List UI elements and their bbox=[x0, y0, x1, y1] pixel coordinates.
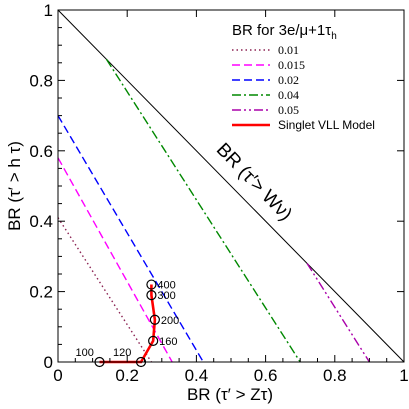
legend: BR for 3e/μ+1τh0.010.0150.020.040.05Sing… bbox=[232, 22, 375, 132]
x-tick-label: 0.6 bbox=[254, 366, 278, 385]
y-tick-label: 0.2 bbox=[29, 283, 53, 302]
axes: 0 0.2 0.4 0.6 0.8 1 0 0.2 0.4 0.6 0.8 1 bbox=[29, 1, 408, 385]
mass-point-label: 160 bbox=[159, 336, 177, 348]
legend-entry: 0.04 bbox=[278, 88, 299, 102]
legend-entry: 0.02 bbox=[278, 73, 299, 87]
legend-entry: 0.05 bbox=[278, 103, 299, 117]
mass-point-marker bbox=[146, 290, 157, 301]
x-tick-label: 0.2 bbox=[115, 366, 139, 385]
x-tick-label: 1 bbox=[399, 366, 408, 385]
legend-title: BR for 3e/μ+1τh bbox=[232, 22, 337, 42]
y-axis-title: BR (τ′ > h τ) bbox=[5, 141, 24, 231]
x-tick-label: 0.4 bbox=[185, 366, 209, 385]
series-line-2 bbox=[57, 115, 204, 363]
mass-point-marker bbox=[146, 279, 157, 290]
mass-point-label: 120 bbox=[113, 347, 131, 359]
series-line-4 bbox=[306, 263, 370, 363]
mass-point-marker bbox=[148, 335, 159, 346]
y-tick-label: 1 bbox=[44, 1, 53, 20]
legend-entry: Singlet VLL Model bbox=[278, 118, 375, 132]
x-tick-label: 0 bbox=[53, 366, 62, 385]
mass-point-label: 300 bbox=[157, 290, 175, 302]
series-line-0 bbox=[57, 217, 153, 363]
y-tick-label: 0 bbox=[44, 353, 53, 372]
x-tick-label: 0.8 bbox=[323, 366, 347, 385]
y-tick-label: 0.4 bbox=[29, 212, 53, 231]
diagonal-line bbox=[57, 9, 405, 363]
legend-title-subscript: h bbox=[331, 31, 337, 42]
legend-entry: 0.01 bbox=[278, 43, 299, 57]
x-axis-title: BR (τ′ > Zτ) bbox=[187, 385, 273, 404]
legend-entry: 0.015 bbox=[278, 58, 305, 72]
series-line-3 bbox=[105, 58, 301, 363]
mass-point-label: 200 bbox=[161, 315, 179, 327]
diagonal-label: BR (τ′> Wν) bbox=[212, 139, 296, 225]
mass-point-label: 400 bbox=[157, 280, 175, 292]
y-tick-label: 0.8 bbox=[29, 71, 53, 90]
y-tick-label: 0.6 bbox=[29, 142, 53, 161]
mass-point-marker bbox=[149, 314, 160, 325]
mass-point-label: 100 bbox=[76, 347, 94, 359]
